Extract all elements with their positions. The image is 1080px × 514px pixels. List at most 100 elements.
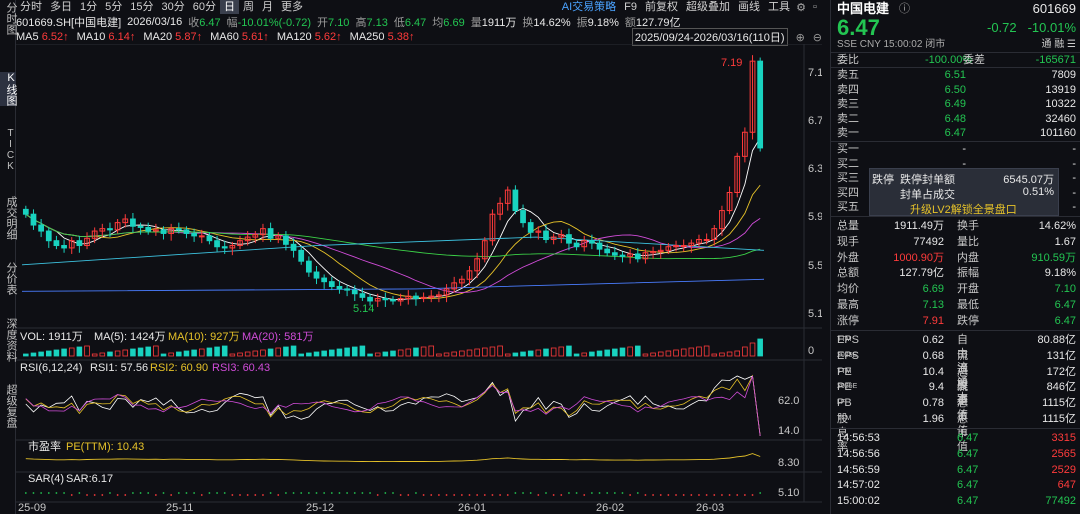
tick-price: 6.47 bbox=[957, 479, 979, 492]
quote-meta-icons[interactable]: 通 融 ☰ bbox=[1041, 39, 1076, 50]
rsi-line bbox=[25, 375, 761, 437]
candle-body bbox=[206, 235, 213, 242]
ma120-legend: MA120 5.62↑ bbox=[276, 31, 342, 43]
sar-dot bbox=[590, 492, 593, 494]
period-more[interactable]: 更多 bbox=[281, 1, 303, 13]
bid-price: - bbox=[962, 157, 966, 170]
sidebar-item-kline[interactable]: K线图 bbox=[0, 72, 17, 106]
volume-bar bbox=[703, 345, 710, 357]
sidebar-item-timeshare[interactable]: 分时图 bbox=[5, 2, 17, 35]
volume-bar bbox=[267, 348, 274, 357]
amount-label: 额 bbox=[624, 16, 636, 29]
volume-bar bbox=[336, 348, 343, 357]
candle-body bbox=[275, 235, 282, 239]
low-label: 低 bbox=[393, 16, 405, 29]
sar-dot bbox=[682, 494, 685, 496]
info-icon[interactable]: ⓘ bbox=[899, 3, 910, 15]
sar-dot bbox=[109, 492, 111, 494]
stat-label: 跌停 bbox=[957, 314, 979, 327]
ask-volume: 7809 bbox=[1051, 69, 1076, 81]
candle-body bbox=[390, 299, 396, 302]
period-week[interactable]: 周 bbox=[243, 1, 254, 13]
ai-strategy-button[interactable]: AI交易策略 bbox=[561, 1, 617, 13]
rsi3-value: RSI3: 60.43 bbox=[212, 362, 270, 374]
stat-label: 换手 bbox=[957, 220, 979, 232]
zoom-out-icon[interactable]: ⊖ bbox=[812, 31, 822, 44]
period-30min[interactable]: 30分 bbox=[161, 1, 185, 13]
candle-body bbox=[665, 246, 672, 251]
kline-chart-area[interactable]: 7.10 6.70 6.30 5.90 5.50 5.10 7.19 5.14 … bbox=[16, 44, 822, 514]
sar-dot bbox=[415, 492, 417, 494]
period-month[interactable]: 月 bbox=[262, 1, 273, 13]
vol-ma5: MA(5): 1424万 bbox=[94, 331, 166, 343]
volume-bar bbox=[680, 348, 687, 357]
tick-row: 14:56:53 6.47 3315 bbox=[837, 431, 1076, 445]
pe-line bbox=[25, 453, 761, 463]
period-timeshare[interactable]: 分时 bbox=[20, 1, 42, 13]
period-multiday[interactable]: 多日 bbox=[50, 1, 72, 13]
price-axis-label: 7.10 bbox=[808, 67, 822, 79]
candle-body bbox=[550, 236, 557, 240]
high-annotation: 7.19 bbox=[721, 57, 742, 69]
period-day[interactable]: 日 bbox=[220, 0, 239, 14]
volume-bar bbox=[420, 346, 427, 357]
weicha-value: -165671 bbox=[1035, 54, 1076, 66]
sar-dot bbox=[690, 494, 693, 496]
gear-icon[interactable]: ⚙ bbox=[796, 1, 806, 14]
volume-bar bbox=[168, 352, 174, 357]
candle-body bbox=[152, 229, 159, 232]
candle-body bbox=[290, 243, 297, 251]
x-axis-label: 25-11 bbox=[166, 502, 193, 514]
draw-line-button[interactable]: 画线 bbox=[738, 1, 760, 13]
candle-body bbox=[53, 240, 60, 247]
sidebar-item-replay[interactable]: 超级复盘 bbox=[5, 384, 17, 428]
period-1min[interactable]: 1分 bbox=[80, 1, 98, 13]
sidebar-item-depth-data[interactable]: 深度资料 bbox=[5, 318, 17, 362]
sar-label: SAR(4) bbox=[28, 473, 64, 485]
volume-bar bbox=[390, 350, 396, 357]
rsi-lines bbox=[25, 374, 761, 437]
candle-body bbox=[160, 229, 167, 234]
sar-dot bbox=[522, 492, 524, 494]
overlay-button[interactable]: 超级叠加 bbox=[686, 1, 730, 13]
volume-bar bbox=[367, 353, 373, 357]
fundamental-row: 股息率 TTM 1.96 总市值 ② 1115亿 bbox=[837, 413, 1076, 453]
sar-dot bbox=[124, 494, 127, 496]
volume-bar bbox=[221, 345, 228, 357]
stat-value: 14.62% bbox=[1038, 220, 1076, 232]
period-toolbar: 分时 多日 1分 5分 15分 30分 60分 日 周 月 更多 AI交易策略 … bbox=[16, 0, 822, 14]
candle-body bbox=[114, 222, 121, 231]
collapse-icon[interactable]: ▫ bbox=[813, 1, 817, 13]
swing-label: 振 bbox=[576, 16, 588, 29]
candle-body bbox=[22, 208, 29, 215]
sar-dot bbox=[713, 494, 716, 496]
sar-dot bbox=[399, 494, 402, 496]
period-60min[interactable]: 60分 bbox=[192, 1, 216, 13]
sar-dot bbox=[743, 494, 746, 496]
period-5min[interactable]: 5分 bbox=[105, 1, 123, 13]
volume-bar bbox=[344, 347, 350, 357]
tools-button[interactable]: 工具 bbox=[768, 1, 790, 13]
f9-button[interactable]: F9 bbox=[624, 1, 637, 13]
fund-value: 1.96 bbox=[922, 413, 944, 425]
period-15min[interactable]: 15分 bbox=[130, 1, 154, 13]
volume-bar bbox=[198, 348, 205, 357]
sidebar-item-price-table[interactable]: 分价表 bbox=[5, 262, 17, 295]
upgrade-lv2-link[interactable]: 升级LV2解锁全景盘口 bbox=[910, 204, 1017, 216]
volume-bar bbox=[726, 351, 733, 357]
sidebar-item-tick[interactable]: TICK bbox=[5, 128, 16, 172]
volume-bar bbox=[581, 352, 588, 357]
bid-level-label: 买二 bbox=[837, 157, 859, 170]
volume-bar bbox=[107, 351, 113, 357]
forward-adjust-button[interactable]: 前复权 bbox=[645, 1, 678, 13]
date-range-selector[interactable]: 2025/09/24-2026/03/16(110日) bbox=[631, 28, 788, 46]
open-label: 开 bbox=[317, 16, 329, 29]
sar-dot bbox=[24, 492, 27, 494]
zoom-in-icon[interactable]: ⊕ bbox=[795, 31, 805, 44]
volume-bar bbox=[550, 347, 557, 357]
sar-dot bbox=[47, 492, 50, 494]
sidebar-item-trade-detail[interactable]: 成交明细 bbox=[5, 196, 17, 240]
candle-body bbox=[458, 278, 465, 284]
ask-row: 卖五 6.51 7809 bbox=[837, 68, 1076, 82]
vol-label: 量 bbox=[470, 16, 482, 29]
